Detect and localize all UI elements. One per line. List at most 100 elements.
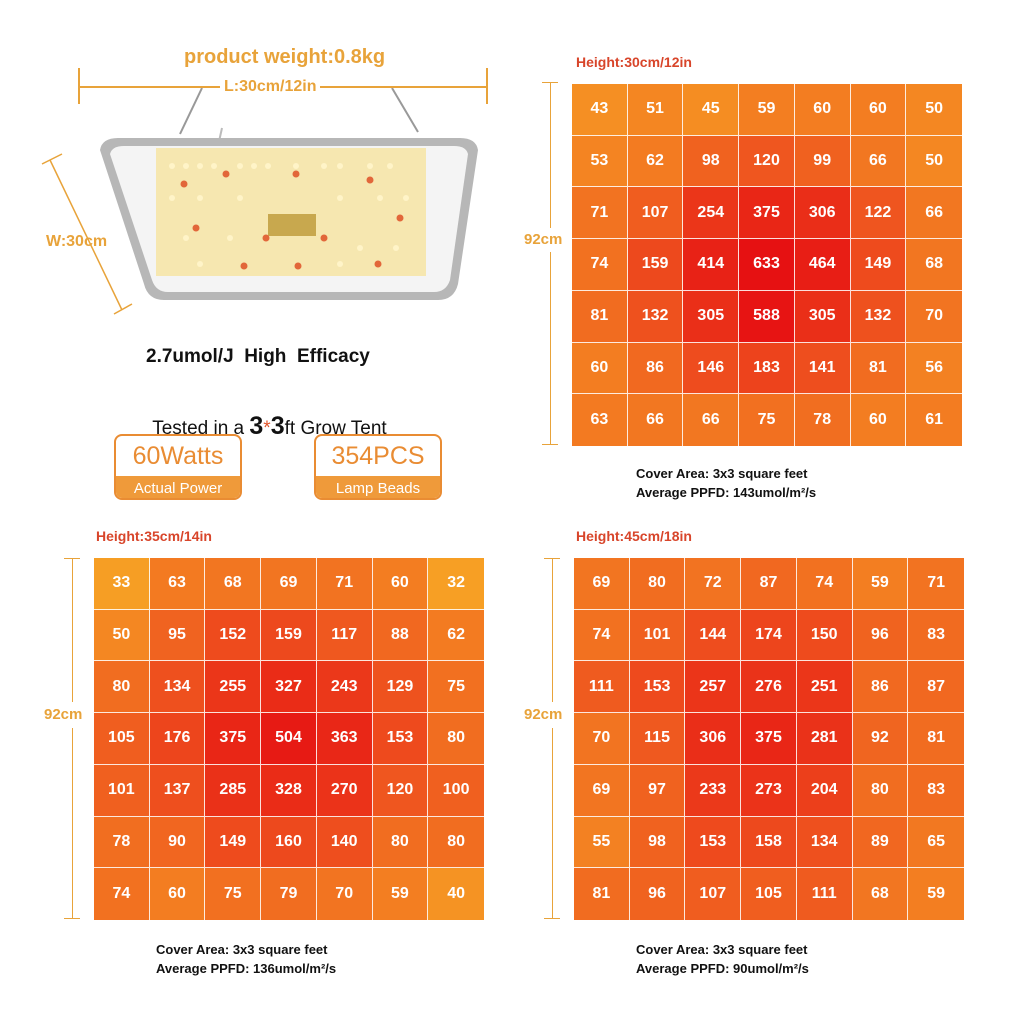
heatmap-1-cell-r5-c3: 305 — [683, 290, 740, 343]
heatmap-1-cell-r2-c3: 98 — [683, 135, 740, 188]
heatmap-3-cell-r5-c6: 80 — [852, 764, 909, 817]
heatmap-2-cell-r1-c2: 63 — [149, 558, 206, 610]
heatmap-3-cell-r7-c7: 59 — [908, 868, 964, 920]
heatmap-3-cell-r5-c3: 233 — [685, 764, 742, 817]
heatmap-1-cell-r2-c2: 62 — [627, 135, 684, 188]
heatmap-2-cell-r6-c7: 80 — [428, 816, 484, 869]
heatmap-2-cover-area: Cover Area: 3x3 square feet — [156, 942, 328, 957]
tent-prefix: Tested in a — [152, 418, 250, 439]
heatmap-1-bracket-line-top — [550, 82, 551, 228]
heatmap-1-cell-r5-c6: 132 — [850, 290, 907, 343]
heatmap-2-cell-r2-c3: 152 — [205, 609, 262, 662]
tent-size-a: 3 — [249, 412, 264, 440]
heatmap-1-cell-r7-c1: 63 — [572, 394, 628, 446]
heatmap-3-cell-r4-c3: 306 — [685, 713, 742, 765]
heatmap-1-cell-r7-c7: 61 — [906, 394, 962, 446]
heatmap-3-cell-r7-c2: 96 — [629, 868, 686, 920]
heatmap-2-grid: 33 63 68 69 71 60 32 50 95 152 159 117 88 62 80 134 255 3… — [94, 558, 484, 920]
heatmap-1-cover-area: Cover Area: 3x3 square feet — [636, 466, 808, 481]
heatmap-2-cell-r4-c7: 80 — [428, 713, 484, 765]
heatmap-3-cell-r3-c4: 276 — [741, 661, 797, 714]
heatmap-2-cell-r4-c2: 176 — [149, 713, 206, 765]
heatmap-2-cell-r7-c7: 40 — [428, 868, 484, 920]
heatmap-1-cell-r6-c1: 60 — [572, 342, 628, 395]
heatmap-3-cell-r7-c1: 81 — [574, 868, 630, 920]
heatmap-2-cell-r6-c4: 160 — [261, 816, 317, 869]
heatmap-2-cell-r7-c1: 74 — [94, 868, 150, 920]
power-value: 60Watts — [132, 441, 224, 470]
heatmap-2-cell-r5-c5: 270 — [316, 764, 373, 817]
tent-size-sep: * — [263, 418, 271, 439]
heatmap-1-cover: Cover Area: 3x3 square feet Average PPFD… — [636, 464, 816, 502]
heatmap-1-cell-r2-c5: 99 — [794, 135, 851, 188]
power-label: Actual Power — [116, 476, 240, 498]
heatmap-3-cell-r7-c4: 105 — [741, 868, 797, 920]
heatmap-3-cell-r3-c2: 153 — [629, 661, 686, 714]
heatmap-3-cell-r3-c1: 111 — [574, 661, 630, 714]
heatmap-1-bracket-tick-bottom — [542, 444, 558, 445]
tent-suffix: ft Grow Tent — [284, 418, 387, 439]
heatmap-3-cell-r6-c2: 98 — [629, 816, 686, 869]
grow-light-illustration — [41, 88, 478, 315]
heatmap-1-cell-r4-c6: 149 — [850, 239, 907, 291]
heatmap-2-cell-r7-c5: 70 — [316, 868, 373, 920]
heatmap-2-cell-r3-c4: 327 — [261, 661, 317, 714]
heatmap-2-cell-r7-c6: 59 — [372, 868, 429, 920]
heatmap-1-side-label: 92cm — [524, 231, 563, 248]
heatmap-1-cell-r1-c2: 51 — [627, 84, 684, 136]
heatmap-3-average-ppfd: Average PPFD: 90umol/m²/s — [636, 961, 809, 976]
heatmap-2-cell-r5-c3: 285 — [205, 764, 262, 817]
heatmap-2-cell-r4-c6: 153 — [372, 713, 429, 765]
heatmap-3-cell-r3-c3: 257 — [685, 661, 742, 714]
heatmap-3-cell-r2-c7: 83 — [908, 609, 964, 662]
heatmap-3-cell-r1-c4: 87 — [741, 558, 797, 610]
heatmap-1-cell-r7-c6: 60 — [850, 394, 907, 446]
heatmap-1-title: Height:30cm/12in — [576, 54, 692, 70]
heatmap-3-cell-r3-c6: 86 — [852, 661, 909, 714]
heatmap-2-cell-r7-c2: 60 — [149, 868, 206, 920]
heatmap-2-average-ppfd: Average PPFD: 136umol/m²/s — [156, 961, 337, 976]
heatmap-2-cell-r6-c1: 78 — [94, 816, 150, 869]
heatmap-2-cell-r2-c2: 95 — [149, 609, 206, 662]
heatmap-3-cell-r2-c3: 144 — [685, 609, 742, 662]
length-tick-right — [486, 68, 488, 104]
heatmap-3-cell-r6-c3: 153 — [685, 816, 742, 869]
heatmap-1-cell-r2-c7: 50 — [906, 135, 962, 188]
heatmap-3-cell-r4-c2: 115 — [629, 713, 686, 765]
heatmap-2-cell-r1-c5: 71 — [316, 558, 373, 610]
heatmap-2-cell-r6-c3: 149 — [205, 816, 262, 869]
heatmap-1-cell-r6-c3: 146 — [683, 342, 740, 395]
heatmap-1-cell-r3-c3: 254 — [683, 187, 740, 240]
heatmap-2-cell-r1-c1: 33 — [94, 558, 150, 610]
heatmap-1-cell-r4-c2: 159 — [627, 239, 684, 291]
heatmap-3-cell-r3-c7: 87 — [908, 661, 964, 714]
heatmap-3-bracket-line-bottom — [552, 728, 553, 918]
heatmap-3-bracket-tick-top — [544, 558, 560, 559]
heatmap-1-cell-r2-c4: 120 — [739, 135, 795, 188]
heatmap-1-cell-r1-c1: 43 — [572, 84, 628, 136]
heatmap-3-cover: Cover Area: 3x3 square feet Average PPFD… — [636, 940, 809, 978]
heatmap-2-cell-r6-c2: 90 — [149, 816, 206, 869]
tent-size-b: 3 — [270, 412, 285, 440]
heatmap-1-cell-r6-c2: 86 — [627, 342, 684, 395]
power-badge: 60Watts Actual Power — [114, 434, 242, 500]
heatmap-1-cell-r6-c6: 81 — [850, 342, 907, 395]
heatmap-1-cell-r4-c4: 633 — [739, 239, 795, 291]
heatmap-2-bracket-line-top — [72, 558, 73, 702]
heatmap-1-cell-r7-c2: 66 — [627, 394, 684, 446]
heatmap-1-cell-r6-c4: 183 — [739, 342, 795, 395]
heatmap-2-cover: Cover Area: 3x3 square feet Average PPFD… — [156, 940, 336, 978]
heatmap-3-cell-r5-c2: 97 — [629, 764, 686, 817]
heatmap-2-cell-r2-c7: 62 — [428, 609, 484, 662]
heatmap-3-cover-area: Cover Area: 3x3 square feet — [636, 942, 808, 957]
heatmap-3-cell-r7-c3: 107 — [685, 868, 742, 920]
heatmap-1-cell-r7-c4: 75 — [739, 394, 795, 446]
heatmap-2-bracket-line-bottom — [72, 728, 73, 918]
heatmap-2-cell-r4-c1: 105 — [94, 713, 150, 765]
heatmap-3-side-label: 92cm — [524, 706, 563, 723]
heatmap-3-cell-r1-c3: 72 — [685, 558, 742, 610]
heatmap-3-cell-r6-c6: 89 — [852, 816, 909, 869]
heatmap-1-cell-r6-c7: 56 — [906, 342, 962, 395]
heatmap-3-cell-r5-c5: 204 — [796, 764, 853, 817]
heatmap-1-cell-r5-c2: 132 — [627, 290, 684, 343]
